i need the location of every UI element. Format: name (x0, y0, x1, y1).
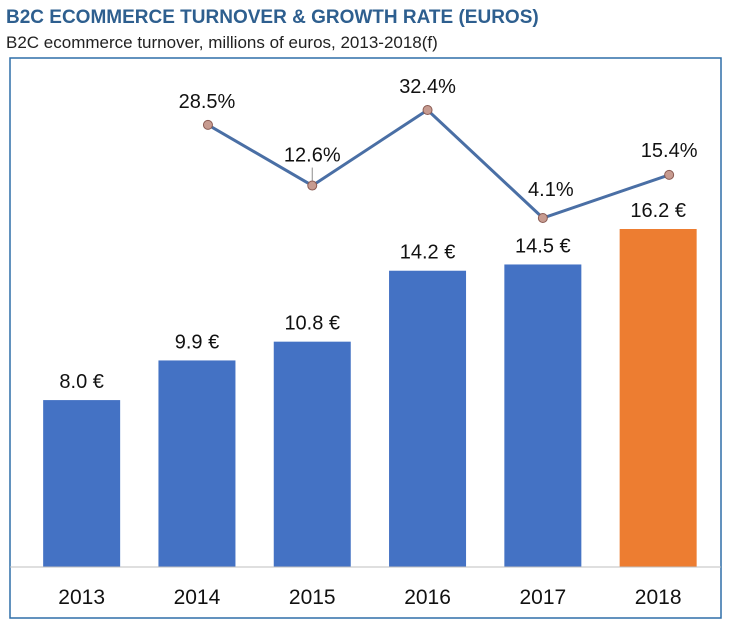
growth-point-2014 (202, 119, 213, 130)
bar-2015 (273, 341, 351, 567)
plot-frame (9, 57, 722, 619)
growth-line (207, 108, 670, 220)
growth-point-2018 (664, 169, 675, 180)
bar-label-2013: 8.0 € (59, 371, 103, 393)
growth-label-2018: 15.4% (641, 140, 698, 162)
growth-point-2017 (537, 213, 548, 223)
bar-label-2018: 16.2 € (630, 200, 686, 222)
bar-label-2016: 14.2 € (400, 242, 456, 264)
bar-label-2015: 10.8 € (284, 313, 340, 335)
x-tick-label-2018: 2018 (635, 586, 682, 609)
growth-label-2017: 4.1% (528, 179, 574, 201)
x-tick-label-2013: 2013 (58, 586, 105, 609)
growth-label-2016: 32.4% (399, 76, 456, 98)
x-tick-label-2014: 2014 (174, 586, 221, 609)
bar-2017 (504, 264, 582, 567)
x-tick-label-2016: 2016 (404, 586, 451, 609)
growth-label-2014: 28.5% (179, 91, 236, 113)
bar-2014 (158, 360, 236, 567)
growth-point-2016 (422, 105, 433, 115)
x-tick-label-2015: 2015 (289, 586, 336, 609)
growth-point-2015 (307, 180, 318, 191)
bar-label-2017: 14.5 € (515, 235, 571, 257)
bar-2013 (43, 400, 121, 567)
bar-2016 (389, 270, 467, 567)
bar-2018 (619, 229, 697, 567)
growth-label-2015: 12.6% (284, 145, 341, 167)
chart-subtitle: B2C ecommerce turnover, millions of euro… (6, 33, 438, 52)
chart-title: B2C ECOMMERCE TURNOVER & GROWTH RATE (EU… (6, 7, 539, 28)
x-tick-label-2017: 2017 (519, 586, 566, 609)
bar-label-2014: 9.9 € (175, 331, 219, 353)
